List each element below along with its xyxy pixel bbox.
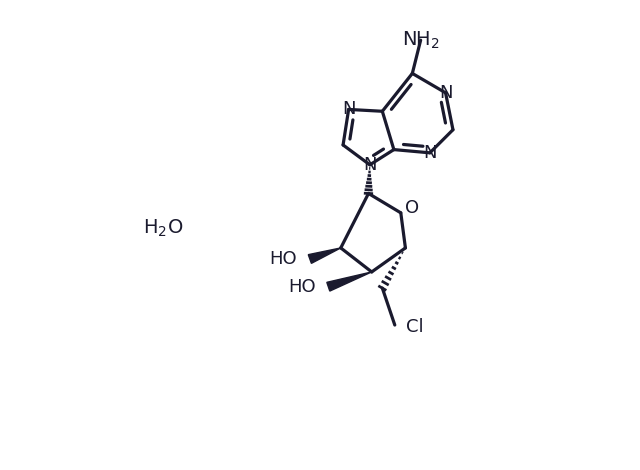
Text: O: O — [405, 199, 419, 217]
Text: N: N — [342, 101, 355, 118]
Text: N: N — [439, 84, 452, 102]
Text: N: N — [423, 144, 436, 162]
Text: HO: HO — [288, 278, 316, 296]
Text: H$_2$O: H$_2$O — [143, 218, 183, 239]
Polygon shape — [308, 248, 340, 263]
Polygon shape — [327, 272, 372, 291]
Text: NH$_2$: NH$_2$ — [402, 30, 440, 51]
Text: N: N — [363, 156, 376, 174]
Text: Cl: Cl — [406, 318, 424, 337]
Text: HO: HO — [269, 250, 297, 268]
